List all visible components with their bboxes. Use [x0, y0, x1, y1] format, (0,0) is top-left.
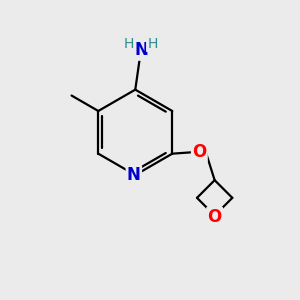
Text: N: N: [134, 41, 148, 59]
Text: N: N: [127, 166, 141, 184]
Text: O: O: [208, 208, 222, 226]
Text: H: H: [147, 37, 158, 51]
Text: H: H: [124, 37, 134, 51]
Text: O: O: [192, 143, 206, 161]
